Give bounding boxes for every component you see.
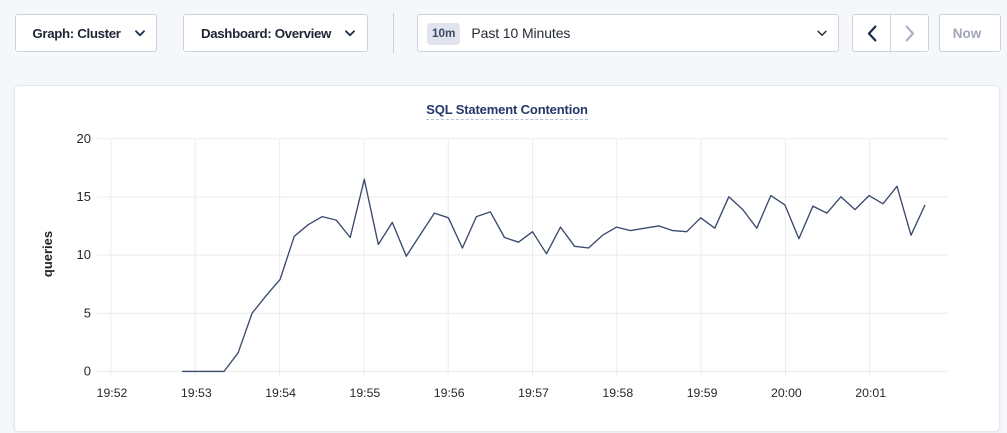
svg-text:19:57: 19:57	[518, 386, 549, 400]
svg-text:20: 20	[77, 131, 91, 146]
svg-text:19:53: 19:53	[181, 386, 212, 400]
svg-text:20:01: 20:01	[855, 386, 886, 400]
svg-text:19:55: 19:55	[350, 386, 381, 400]
svg-text:19:56: 19:56	[434, 386, 465, 400]
svg-text:15: 15	[77, 189, 91, 204]
svg-text:10: 10	[77, 247, 91, 262]
svg-text:20:00: 20:00	[771, 386, 802, 400]
svg-text:19:59: 19:59	[687, 386, 718, 400]
svg-text:0: 0	[84, 363, 91, 378]
svg-text:5: 5	[84, 305, 91, 320]
svg-text:19:58: 19:58	[602, 386, 633, 400]
svg-text:queries: queries	[40, 231, 55, 277]
svg-text:19:52: 19:52	[97, 386, 128, 400]
svg-text:19:54: 19:54	[265, 386, 296, 400]
